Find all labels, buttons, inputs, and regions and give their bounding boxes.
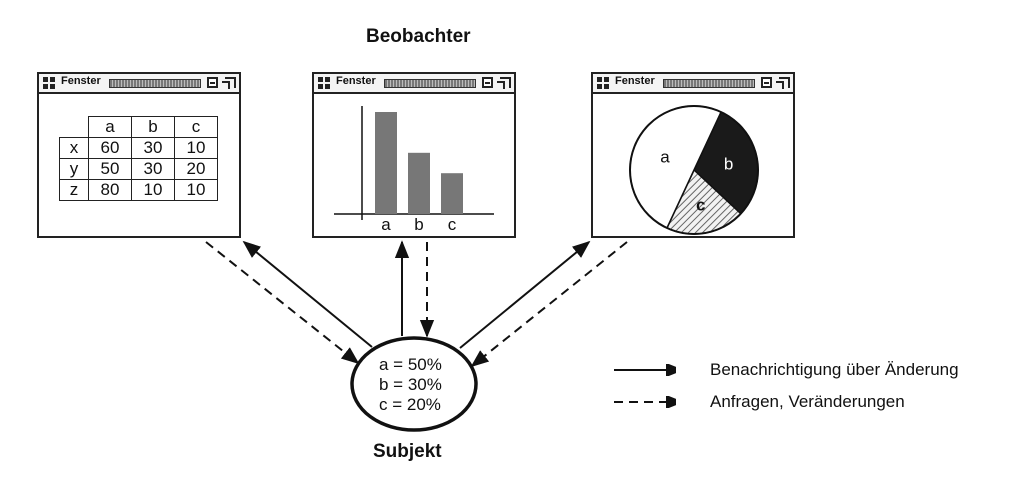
bar-label-a: a	[381, 215, 391, 234]
table-cell: 20	[174, 158, 218, 180]
bar-c	[441, 173, 463, 214]
window-titlebar[interactable]: Fenster	[314, 74, 514, 94]
window-menu-icon[interactable]	[43, 77, 55, 89]
subject-ellipse	[350, 336, 478, 432]
data-table: a b c x 60 30 10 y 50 30 20 z 80 10 10	[59, 116, 218, 201]
window-title-bar-pattern	[663, 79, 755, 88]
window-title: Fenster	[336, 75, 376, 87]
table-cell: 10	[131, 179, 175, 201]
pie-label-a: a	[660, 147, 670, 166]
legend-solid-arrow	[614, 364, 676, 376]
window-title: Fenster	[61, 75, 101, 87]
pie-label-c: c	[696, 196, 705, 215]
pie-chart: b c a	[629, 105, 759, 235]
pie-label-b: b	[724, 154, 733, 173]
bar-label-b: b	[414, 215, 423, 234]
maximize-icon[interactable]	[497, 77, 511, 89]
notify-arrow-table	[242, 240, 373, 348]
observers-title: Beobachter	[366, 26, 471, 47]
subject-title: Subjekt	[373, 441, 442, 462]
legend-dashed-arrow	[614, 396, 676, 408]
minimize-icon[interactable]	[761, 77, 772, 88]
bar-chart-window: Fenster a b c	[312, 72, 516, 238]
maximize-icon[interactable]	[776, 77, 790, 89]
window-title: Fenster	[615, 75, 655, 87]
window-menu-icon[interactable]	[318, 77, 330, 89]
table-cell: 10	[174, 137, 218, 159]
table-row: z 80 10 10	[59, 179, 218, 201]
legend-solid-label: Benachrichtigung über Änderung	[710, 360, 959, 379]
window-title-bar-pattern	[384, 79, 476, 88]
subject-value: b = 30%	[379, 375, 442, 394]
request-arrow-pie	[470, 241, 628, 368]
bar-label-c: c	[448, 215, 457, 234]
request-arrow-table	[205, 241, 360, 365]
legend-dashed-label: Anfragen, Veränderungen	[710, 392, 905, 411]
table-cell: 10	[174, 179, 218, 201]
subject-values: a = 50% b = 30% c = 20%	[379, 355, 442, 415]
window-title-bar-pattern	[109, 79, 201, 88]
table-cell: 60	[88, 137, 132, 159]
subject-value: a = 50%	[379, 355, 442, 374]
minimize-icon[interactable]	[482, 77, 493, 88]
subject-value: c = 20%	[379, 395, 441, 414]
minimize-icon[interactable]	[207, 77, 218, 88]
table-cell: 50	[88, 158, 132, 180]
pie-chart-window: Fenster b c a	[591, 72, 795, 238]
bar-b	[408, 152, 430, 214]
table-row: y 50 30 20	[59, 158, 218, 180]
notify-arrow-pie	[459, 240, 591, 349]
window-menu-icon[interactable]	[597, 77, 609, 89]
table-header-row: a b c	[59, 116, 218, 138]
table-cell: 80	[88, 179, 132, 201]
bar-a	[375, 112, 397, 214]
pie-outline	[629, 105, 759, 235]
bar-chart: a b c	[334, 106, 494, 234]
maximize-icon[interactable]	[222, 77, 236, 89]
window-titlebar[interactable]: Fenster	[593, 74, 793, 94]
window-titlebar[interactable]: Fenster	[39, 74, 239, 94]
table-window: Fenster a b c x 60 30 10 y 50 30 20 z 80…	[37, 72, 241, 238]
